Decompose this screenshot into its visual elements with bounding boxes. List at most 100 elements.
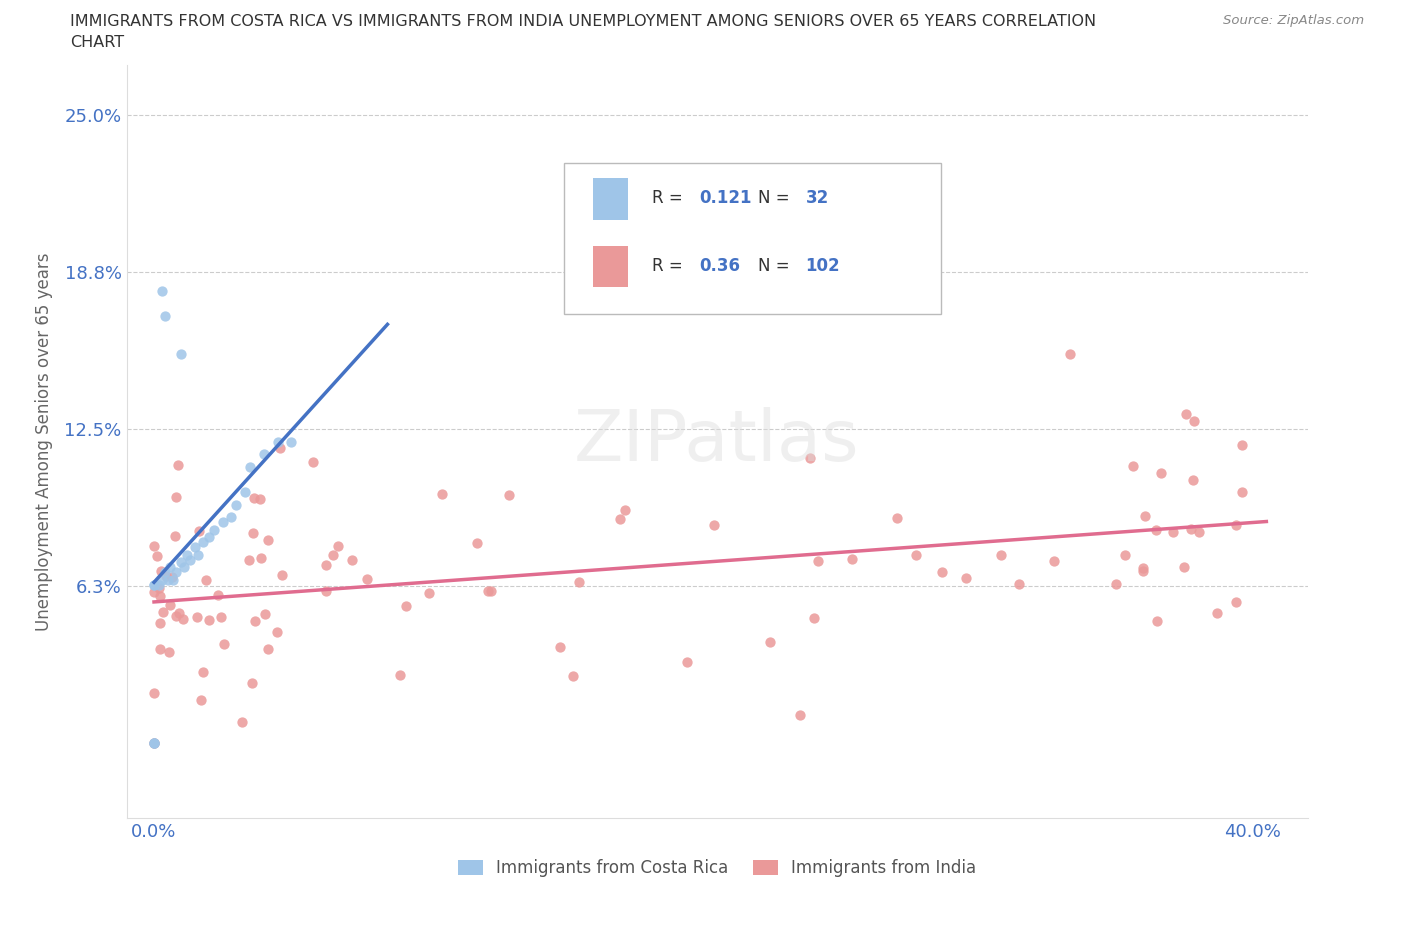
Point — [143, 736, 166, 751]
Point — [356, 571, 378, 586]
Point — [315, 584, 337, 599]
Point — [477, 583, 499, 598]
Point — [146, 549, 169, 564]
Text: R =: R = — [652, 190, 688, 207]
Point — [1114, 548, 1136, 563]
Point — [904, 548, 927, 563]
Point — [190, 693, 212, 708]
Point — [340, 552, 363, 567]
Point — [170, 555, 193, 570]
Point — [165, 608, 187, 623]
Point — [188, 524, 211, 538]
Point — [186, 609, 208, 624]
FancyBboxPatch shape — [593, 246, 628, 287]
Point — [148, 578, 170, 592]
Point — [841, 551, 863, 566]
Point — [759, 635, 782, 650]
Point — [155, 569, 177, 584]
Text: 102: 102 — [806, 258, 841, 275]
Point — [1175, 406, 1198, 421]
Point — [163, 528, 186, 543]
Point — [198, 530, 221, 545]
Point — [266, 434, 288, 449]
Point — [159, 598, 181, 613]
Point — [143, 736, 166, 751]
Point — [149, 642, 172, 657]
Point — [172, 612, 194, 627]
Point — [238, 552, 260, 567]
Point — [266, 624, 288, 639]
Point — [204, 523, 226, 538]
Point — [149, 564, 172, 578]
Point — [143, 736, 166, 751]
Point — [1135, 509, 1157, 524]
Point — [176, 547, 198, 562]
Point — [931, 565, 953, 579]
Point — [1225, 594, 1247, 609]
Legend: Immigrants from Costa Rica, Immigrants from India: Immigrants from Costa Rica, Immigrants f… — [449, 851, 986, 885]
Point — [418, 585, 440, 600]
Text: IMMIGRANTS FROM COSTA RICA VS IMMIGRANTS FROM INDIA UNEMPLOYMENT AMONG SENIORS O: IMMIGRANTS FROM COSTA RICA VS IMMIGRANTS… — [70, 14, 1097, 29]
Point — [150, 573, 173, 588]
Point — [1132, 564, 1154, 578]
Point — [803, 610, 825, 625]
Point — [143, 736, 166, 751]
Point — [280, 434, 302, 449]
Point — [1230, 438, 1253, 453]
Point — [242, 525, 264, 540]
Point — [1059, 347, 1081, 362]
Text: N =: N = — [758, 258, 796, 275]
Point — [149, 588, 172, 603]
Point — [257, 642, 280, 657]
Point — [243, 613, 266, 628]
Point — [249, 491, 271, 506]
Point — [152, 604, 174, 619]
Point — [394, 599, 416, 614]
Point — [328, 538, 350, 553]
Point — [193, 535, 215, 550]
Point — [170, 347, 193, 362]
Point — [1007, 577, 1029, 591]
Point — [1104, 576, 1126, 591]
FancyBboxPatch shape — [593, 179, 628, 219]
Point — [153, 565, 176, 579]
Point — [148, 580, 170, 595]
Point — [233, 485, 256, 499]
Point — [613, 502, 636, 517]
Point — [143, 578, 166, 592]
Point — [389, 668, 412, 683]
Point — [1122, 458, 1144, 473]
Point — [465, 536, 488, 551]
Point — [1180, 522, 1202, 537]
Point — [225, 498, 247, 512]
Point — [159, 560, 181, 575]
Point — [242, 490, 264, 505]
Point — [194, 573, 217, 588]
Point — [1182, 414, 1205, 429]
FancyBboxPatch shape — [564, 163, 942, 313]
Point — [1161, 525, 1184, 539]
Point — [498, 487, 520, 502]
Point — [198, 612, 221, 627]
Text: R =: R = — [652, 258, 688, 275]
Point — [165, 565, 187, 579]
Point — [1225, 518, 1247, 533]
Point — [548, 639, 571, 654]
Point — [250, 551, 273, 565]
Point — [676, 655, 699, 670]
Point — [214, 637, 236, 652]
Point — [1042, 553, 1064, 568]
Point — [1149, 466, 1171, 481]
Point — [143, 736, 166, 751]
Point — [271, 568, 294, 583]
Point — [315, 557, 337, 572]
Point — [193, 664, 215, 679]
Point — [703, 517, 725, 532]
Point — [167, 458, 190, 472]
Point — [165, 490, 187, 505]
Point — [990, 548, 1012, 563]
Point — [157, 644, 180, 659]
Point — [209, 609, 232, 624]
Point — [179, 552, 201, 567]
Point — [609, 512, 631, 526]
